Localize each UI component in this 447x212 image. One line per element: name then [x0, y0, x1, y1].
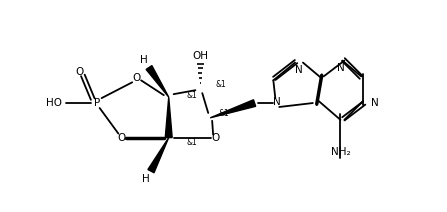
Text: N: N	[295, 66, 303, 75]
Text: O: O	[76, 67, 84, 77]
Polygon shape	[148, 138, 169, 173]
Text: O: O	[211, 132, 219, 143]
Polygon shape	[146, 66, 169, 97]
Text: O: O	[117, 132, 126, 143]
Text: &1: &1	[218, 109, 229, 118]
Text: HO: HO	[46, 98, 62, 108]
Text: N: N	[337, 64, 344, 74]
Text: &1: &1	[215, 80, 226, 89]
Text: H: H	[140, 55, 148, 65]
Text: N: N	[371, 98, 379, 108]
Text: &1: &1	[186, 91, 197, 100]
Text: H: H	[142, 174, 150, 184]
Text: NH₂: NH₂	[331, 147, 350, 157]
Polygon shape	[210, 100, 256, 118]
Text: &1: &1	[186, 138, 197, 147]
Text: N: N	[274, 97, 281, 107]
Text: OH: OH	[192, 51, 208, 61]
Polygon shape	[165, 97, 172, 138]
Text: O: O	[132, 73, 140, 83]
Text: P: P	[93, 98, 100, 108]
